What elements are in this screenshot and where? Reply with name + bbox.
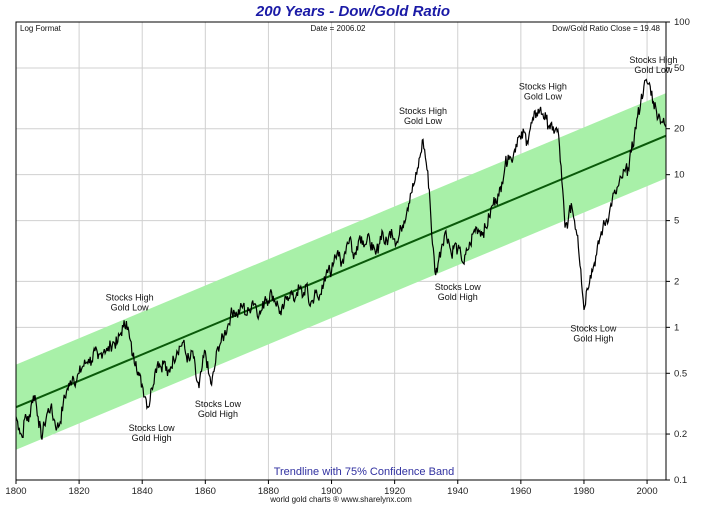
- annotation-line: Stocks High: [519, 82, 567, 92]
- y-tick-label: 0.1: [674, 475, 687, 486]
- annotation-line: Gold High: [573, 333, 613, 343]
- trendline: [15, 134, 667, 409]
- y-axis: 100 50 20 10 5 2 1 0.5 0.2 0.1: [666, 17, 690, 486]
- annotation-line: Gold Low: [634, 65, 673, 75]
- footer-credit: world gold charts ® www.sharelynx.com: [269, 495, 412, 504]
- x-tick-label: 1920: [384, 486, 405, 497]
- annotation-line: Gold High: [438, 292, 478, 302]
- x-tick-label: 1840: [132, 486, 153, 497]
- annotation-line: Stocks Low: [435, 282, 482, 292]
- y-tick-label: 2: [674, 276, 679, 287]
- annotation-line: Gold High: [132, 433, 172, 443]
- annotation-label: Stocks Low Gold High: [129, 423, 176, 443]
- y-tick-label: 5: [674, 216, 679, 227]
- annotation-label: Stocks High Gold Low: [106, 292, 154, 312]
- annotation-line: Gold Low: [524, 92, 563, 102]
- x-tick-label: 1980: [573, 486, 594, 497]
- y-tick-label: 0.5: [674, 368, 687, 379]
- x-tick-label: 1800: [5, 486, 26, 497]
- y-tick-label: 0.2: [674, 429, 687, 440]
- annotation-label: Stocks Low Gold High: [195, 399, 242, 419]
- annotation-label: Stocks High Gold Low: [519, 82, 567, 102]
- y-tick-label: 1: [674, 322, 679, 333]
- annotation-line: Gold Low: [404, 116, 443, 126]
- y-tick-label: 20: [674, 124, 685, 135]
- y-tick-label: 50: [674, 63, 685, 74]
- annotation-line: Stocks High: [399, 106, 447, 116]
- x-tick-label: 1940: [447, 486, 468, 497]
- annotation-label: Stocks High Gold Low: [629, 55, 677, 75]
- header-right: Dow/Gold Ratio Close = 19.48: [552, 24, 660, 33]
- plot-frame: [15, 21, 667, 481]
- x-tick-label: 1860: [195, 486, 216, 497]
- y-tick-label: 10: [674, 170, 685, 181]
- x-tick-label: 1900: [321, 486, 342, 497]
- x-tick-label: 1880: [258, 486, 279, 497]
- annotation-line: Stocks High: [106, 292, 154, 302]
- annotation-line: Stocks Low: [570, 323, 617, 333]
- x-tick-label: 1960: [510, 486, 531, 497]
- annotation-label: Stocks Low Gold High: [570, 323, 617, 343]
- band-caption: Trendline with 75% Confidence Band: [274, 466, 455, 478]
- annotation-line: Stocks Low: [195, 399, 242, 409]
- x-axis: 1800 1820 1840 1860 1880 1900 1920 1940 1960 1980…: [5, 480, 658, 497]
- header-left: Log Format: [20, 24, 62, 33]
- annotation-label: Stocks Low Gold High: [435, 282, 482, 302]
- y-tick-label: 100: [674, 17, 690, 28]
- annotation-line: Gold High: [198, 409, 238, 419]
- dow-gold-ratio-line: [15, 78, 667, 440]
- annotation-line: Stocks High: [629, 55, 677, 65]
- chart-title: 200 Years - Dow/Gold Ratio: [255, 3, 450, 20]
- header-center: Date = 2006.02: [311, 24, 366, 33]
- annotation-line: Gold Low: [111, 302, 150, 312]
- x-tick-label: 2000: [636, 486, 657, 497]
- annotation-line: Stocks Low: [129, 423, 176, 433]
- annotation-label: Stocks High Gold Low: [399, 106, 447, 126]
- x-tick-label: 1820: [69, 486, 90, 497]
